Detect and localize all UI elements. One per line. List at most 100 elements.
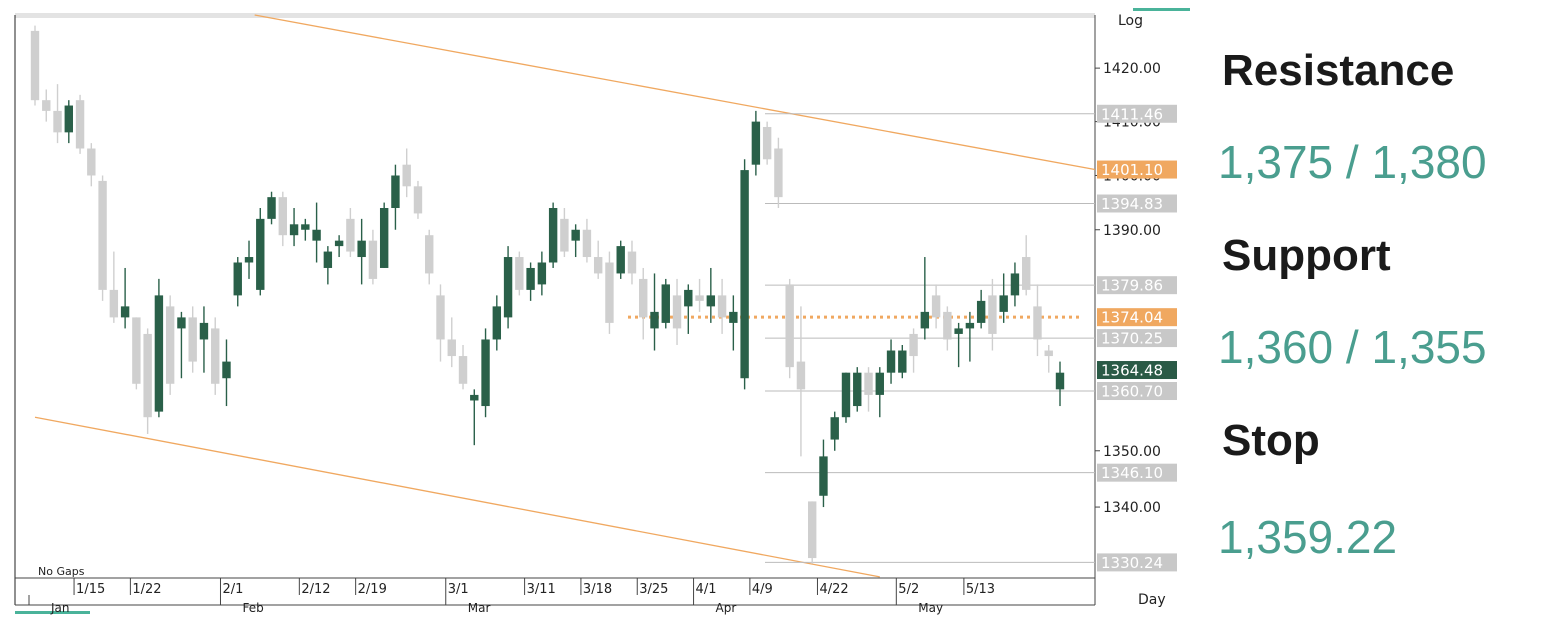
candle-body [616, 246, 625, 274]
candle-body [402, 164, 411, 187]
level-label: 1360.70 [1101, 383, 1163, 401]
candle-body [1022, 257, 1031, 290]
candle-body [886, 350, 896, 373]
candle-body [413, 186, 423, 214]
candle-body [774, 148, 783, 198]
candle-body [548, 208, 558, 263]
candle-body [323, 251, 333, 268]
candle-body [864, 372, 873, 395]
candle-body [98, 180, 107, 290]
candle-body [436, 295, 445, 340]
candle-body [954, 328, 963, 334]
candle-body [447, 339, 456, 357]
level-label-box [1097, 160, 1177, 179]
candle-body [391, 175, 400, 209]
candle-body [819, 456, 828, 496]
level-label: 1370.25 [1101, 330, 1163, 348]
candle-body [188, 317, 197, 362]
candle-body [357, 240, 366, 258]
candle-body [379, 208, 389, 268]
candle-body [312, 229, 321, 241]
candle-body [909, 333, 918, 357]
candle-body [661, 284, 670, 323]
x-tick-label: 5/13 [966, 582, 995, 597]
candle-body [976, 300, 986, 323]
candle-body [1010, 273, 1020, 296]
candle-body [515, 257, 524, 290]
y-tick-label: 1420.00 [1103, 61, 1161, 77]
level-label: 1346.10 [1101, 464, 1163, 482]
accent [1133, 8, 1190, 11]
panel-heading: Resistance [1222, 46, 1454, 95]
top-border [15, 13, 1095, 18]
candle-body [593, 257, 603, 274]
month-label: Feb [242, 601, 263, 615]
candle-body [177, 317, 186, 329]
candle-body [729, 311, 738, 323]
candle-body [988, 295, 997, 334]
candle-body [560, 218, 569, 252]
panel-value: 1,359.22 [1218, 511, 1397, 563]
level-label-box [1097, 553, 1177, 572]
candle-body [943, 311, 952, 340]
candle-body [109, 289, 119, 318]
candle-body [278, 197, 288, 236]
candle-body [154, 295, 164, 412]
level-label: 1411.46 [1101, 105, 1163, 123]
candle-body [346, 218, 355, 252]
candle-body [672, 295, 682, 329]
level-label: 1394.83 [1101, 195, 1163, 213]
candle-body [1044, 350, 1053, 357]
candle-body [965, 322, 975, 329]
level-label: 1330.24 [1101, 554, 1163, 572]
x-tick-label: 3/25 [639, 582, 668, 597]
x-tick-label: 3/18 [583, 582, 612, 597]
candle-body [999, 295, 1008, 312]
candle-body [132, 317, 141, 384]
x-tick-label: 4/22 [819, 582, 848, 597]
level-label-box [1097, 463, 1177, 482]
candle-body [841, 372, 851, 418]
x-tick-label: 4/9 [752, 582, 773, 597]
month-label: Mar [468, 601, 491, 615]
candle-body [920, 311, 930, 329]
candle-body [267, 197, 276, 219]
candle-body [42, 100, 51, 111]
y-tick-label: 1350.00 [1103, 444, 1161, 460]
candle-body [526, 267, 535, 290]
candle-body [165, 306, 175, 384]
x-tick-label: 4/1 [696, 582, 717, 597]
candle-body [53, 110, 62, 133]
candle-body [807, 501, 817, 559]
panel-value: 1,360 / 1,355 [1218, 321, 1487, 373]
x-tick-label: 2/19 [358, 582, 387, 597]
x-tick-label: 1/22 [132, 582, 161, 597]
candle-body [244, 257, 254, 263]
candle-body [830, 417, 839, 440]
candle-body [706, 295, 716, 307]
candle-body [1033, 306, 1042, 340]
candle-body [650, 311, 659, 329]
candle-body [762, 126, 772, 160]
candle-body [458, 356, 468, 384]
candle-body [875, 372, 884, 395]
candle-body [87, 148, 96, 176]
panel-heading: Stop [1222, 416, 1320, 465]
level-label: 1374.04 [1101, 309, 1163, 327]
candle-body [481, 339, 490, 407]
scale-label: Log [1118, 13, 1143, 29]
trendline [254, 14, 1096, 171]
candle-body [120, 306, 130, 318]
candle-body [425, 235, 434, 274]
trendline [34, 416, 880, 578]
accent [15, 611, 90, 614]
level-label-box [1097, 361, 1177, 380]
candle-body [211, 328, 220, 384]
x-tick-label: 3/11 [527, 582, 556, 597]
candle-body [717, 295, 727, 318]
x-tick-label: 3/1 [448, 582, 469, 597]
candle-body [571, 229, 580, 241]
candle-body [898, 350, 907, 373]
candle-body [740, 170, 749, 379]
